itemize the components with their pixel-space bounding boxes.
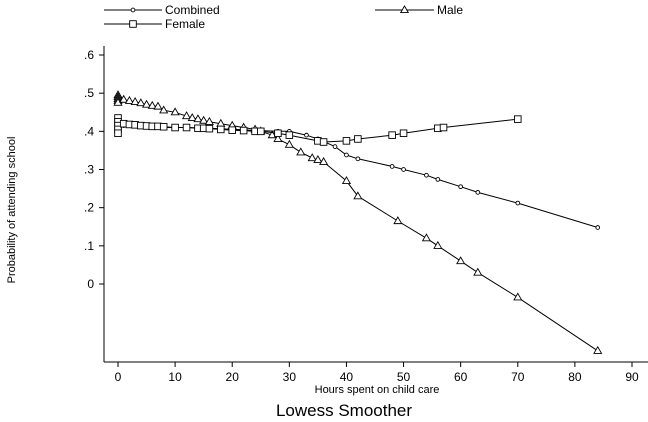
point-female (228, 126, 236, 134)
point-male (193, 114, 203, 123)
legend-marker-female (129, 20, 137, 28)
point-combined (332, 144, 338, 149)
x-tick-label: 0 (115, 370, 122, 384)
point-male (433, 240, 443, 249)
x-tick-label: 70 (511, 370, 525, 384)
point-male (353, 191, 363, 200)
series-combined (115, 117, 601, 230)
point-male (130, 97, 140, 105)
point-combined (595, 225, 601, 230)
point-female (319, 138, 328, 146)
y-axis: 0 .1 .2 .3 .4 .5 .6 (84, 46, 105, 362)
legend-item-female: Female (104, 17, 205, 31)
point-female (274, 129, 282, 137)
point-female (171, 123, 179, 132)
point-male (170, 107, 180, 116)
point-female (354, 135, 362, 143)
legend-marker-combined (130, 7, 136, 13)
point-female (342, 137, 351, 145)
point-male (187, 113, 197, 122)
point-female (514, 115, 522, 123)
legend-label-combined: Combined (165, 3, 220, 17)
point-male (421, 233, 431, 242)
x-tick-label: 30 (283, 370, 297, 384)
point-combined (355, 156, 361, 162)
point-male (153, 101, 163, 110)
chart-caption: Lowess Smoother (276, 401, 412, 420)
y-tick-label: .6 (84, 48, 94, 62)
point-combined (401, 167, 406, 172)
point-combined (344, 152, 349, 158)
point-female (399, 129, 408, 137)
point-combined (515, 200, 521, 206)
plot-area (113, 90, 603, 354)
x-tick-label: 80 (568, 370, 582, 384)
point-female (388, 131, 396, 139)
point-male (393, 216, 403, 225)
point-male (181, 111, 192, 120)
y-tick-label: 0 (87, 277, 94, 291)
point-male (141, 99, 152, 108)
x-tick-label: 20 (226, 370, 240, 384)
y-tick-label: .2 (84, 201, 94, 215)
point-combined (435, 177, 441, 182)
point-female (257, 127, 265, 136)
point-male (307, 153, 317, 162)
point-female (205, 124, 214, 133)
point-male (136, 98, 146, 107)
x-axis-label: Hours spent on child care (315, 384, 440, 396)
series-female (114, 114, 522, 146)
point-male (473, 267, 483, 276)
x-axis: 0 10 20 30 40 50 60 70 80 90 (104, 361, 648, 384)
point-male (341, 176, 352, 185)
point-male (124, 95, 135, 104)
point-male (199, 115, 209, 124)
point-combined (424, 172, 429, 178)
point-male (159, 105, 169, 114)
y-tick-label: .4 (84, 124, 94, 138)
point-female (285, 131, 294, 139)
y-tick-label: .3 (84, 163, 94, 177)
legend-item-combined: Combined (104, 3, 220, 17)
point-female (217, 125, 225, 134)
point-male (204, 116, 214, 125)
y-tick-label: .5 (84, 86, 94, 100)
y-axis-label: Probability of attending school (6, 137, 18, 284)
point-female (114, 129, 122, 137)
point-female (159, 123, 168, 131)
point-combined (389, 164, 395, 169)
x-tick-label: 90 (625, 370, 639, 384)
point-combined (475, 190, 481, 195)
x-tick-label: 60 (454, 370, 468, 384)
point-male (313, 155, 323, 164)
point-male (284, 139, 294, 148)
point-male (513, 292, 523, 301)
point-male (119, 94, 129, 103)
point-combined (458, 184, 464, 190)
x-tick-label: 50 (397, 370, 411, 384)
point-male (319, 156, 329, 165)
point-male (147, 100, 157, 109)
point-female (239, 126, 248, 135)
point-combined (304, 132, 309, 138)
point-female (182, 123, 191, 132)
point-male (456, 256, 466, 265)
point-female (439, 123, 448, 132)
legend-item-male: Male (375, 3, 463, 17)
point-male (267, 130, 277, 139)
x-tick-label: 40 (340, 370, 354, 384)
x-tick-label: 10 (168, 370, 182, 384)
legend-marker-male (399, 5, 410, 14)
legend-label-male: Male (437, 3, 463, 17)
legend: Combined Male Female (104, 3, 463, 31)
y-tick-label: .1 (84, 239, 94, 253)
point-male (593, 345, 603, 354)
legend-label-female: Female (165, 17, 205, 31)
point-male (296, 147, 306, 156)
point-male (273, 134, 283, 143)
